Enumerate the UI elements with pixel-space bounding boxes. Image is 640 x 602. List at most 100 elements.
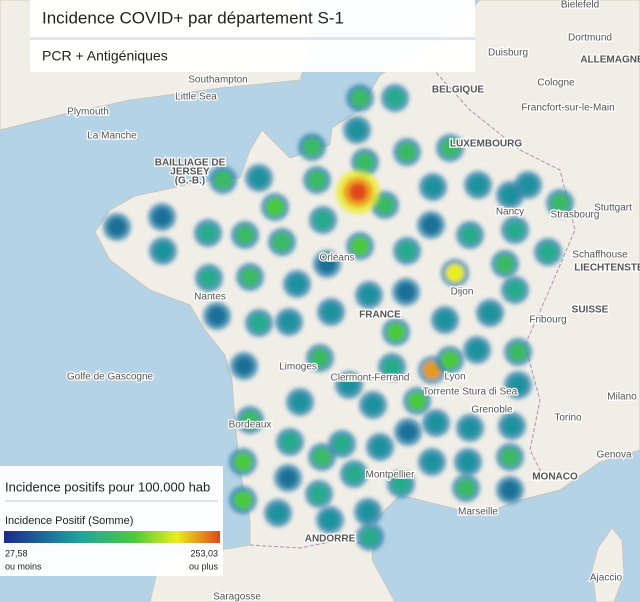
heat-dot <box>309 206 337 234</box>
heat-core <box>441 139 459 157</box>
heat-dot <box>351 148 379 176</box>
heat-dot <box>501 216 529 244</box>
heat-core <box>236 226 254 244</box>
heat-core <box>423 453 441 471</box>
heat-dot <box>276 428 304 456</box>
heat-core <box>314 211 332 229</box>
heat-dot <box>306 344 334 372</box>
place-label: Grenoble <box>471 405 513 416</box>
heat-dot <box>236 406 264 434</box>
heat-core <box>503 417 521 435</box>
heat-dot <box>275 308 303 336</box>
subtitle: PCR + Antigéniques <box>42 48 168 64</box>
heat-dot <box>343 116 371 144</box>
legend-title: Incidence positifs pour 100.000 hab <box>5 479 210 494</box>
heat-dot <box>504 338 532 366</box>
legend-max-note: ou plus <box>189 561 219 571</box>
heat-core <box>399 423 417 441</box>
heat-core <box>509 343 527 361</box>
place-label: Francfort-sur-le-Main <box>521 103 614 114</box>
place-label: Plymouth <box>67 107 109 118</box>
heat-dot <box>274 464 302 492</box>
place-label: MONACO <box>532 472 578 483</box>
heat-dot <box>229 486 257 514</box>
heat-core <box>457 479 475 497</box>
heat-core <box>427 414 445 432</box>
heat-dot <box>236 263 264 291</box>
heat-dot <box>431 306 459 334</box>
heat-dot <box>346 84 374 112</box>
heat-core <box>386 89 404 107</box>
heat-dot <box>387 470 415 498</box>
heat-core <box>397 283 415 301</box>
heat-dot <box>514 171 542 199</box>
heat-core <box>288 275 306 293</box>
heat-dot <box>328 430 356 458</box>
heat-dot <box>418 448 446 476</box>
place-label: Torrente Stura di Sea <box>423 387 518 398</box>
heat-core <box>234 453 252 471</box>
heat-core <box>436 311 454 329</box>
legend-measure: Incidence Positif (Somme) <box>5 515 133 527</box>
place-label: JERSEY <box>170 167 210 178</box>
place-label: Clermont-Ferrand <box>331 373 410 384</box>
heat-dot <box>268 228 296 256</box>
heat-core <box>345 465 363 483</box>
place-label: Orléans <box>319 253 354 264</box>
heat-core <box>291 393 309 411</box>
heat-dot <box>340 460 368 488</box>
heat-core <box>313 448 331 466</box>
heat-dot <box>496 443 524 471</box>
heat-dot <box>335 371 363 399</box>
heat-dot <box>261 193 289 221</box>
heat-dot <box>452 474 480 502</box>
place-label: Southampton <box>188 75 248 86</box>
legend-box <box>0 466 223 576</box>
heat-core <box>539 243 557 261</box>
heat-core <box>501 481 519 499</box>
legend-min: 27,58 <box>5 548 28 558</box>
heat-dot <box>195 264 223 292</box>
heat-dot <box>436 134 464 162</box>
heat-dot <box>209 166 237 194</box>
heat-core <box>459 453 477 471</box>
heat-core <box>392 475 410 493</box>
heat-core <box>376 196 394 214</box>
heat-core <box>387 323 405 341</box>
place-label: Dijon <box>451 287 474 298</box>
heat-core <box>356 153 374 171</box>
heat-dot <box>441 259 469 287</box>
heat-core <box>501 448 519 466</box>
heat-core <box>364 396 382 414</box>
heat-core <box>551 194 569 212</box>
heat-dot <box>436 346 464 374</box>
heat-core <box>383 358 401 376</box>
heat-core <box>108 218 126 236</box>
place-label: Genova <box>596 450 631 461</box>
legend-max: 253,03 <box>190 548 218 558</box>
heat-dot <box>313 250 341 278</box>
heat-dot <box>231 221 259 249</box>
heat-dot <box>317 298 345 326</box>
heat-core <box>311 349 329 367</box>
heat-core <box>398 242 416 260</box>
heat-core <box>423 361 441 379</box>
heat-core <box>269 504 287 522</box>
place-label: Nancy <box>496 207 524 218</box>
heat-core <box>214 171 232 189</box>
heat-dot <box>355 281 383 309</box>
place-label: Milano <box>607 392 637 403</box>
place-label: Golfe de Gascogne <box>67 372 154 383</box>
heat-core <box>446 264 464 282</box>
heat-core <box>360 286 378 304</box>
heat-core <box>322 303 340 321</box>
heat-dot <box>305 480 333 508</box>
heat-dot <box>393 138 421 166</box>
heat-core <box>348 121 366 139</box>
place-label: La Manche <box>87 131 137 142</box>
heat-core <box>333 435 351 453</box>
heat-dot <box>456 414 484 442</box>
heat-core <box>208 307 226 325</box>
place-label: BELGIQUE <box>432 85 485 96</box>
